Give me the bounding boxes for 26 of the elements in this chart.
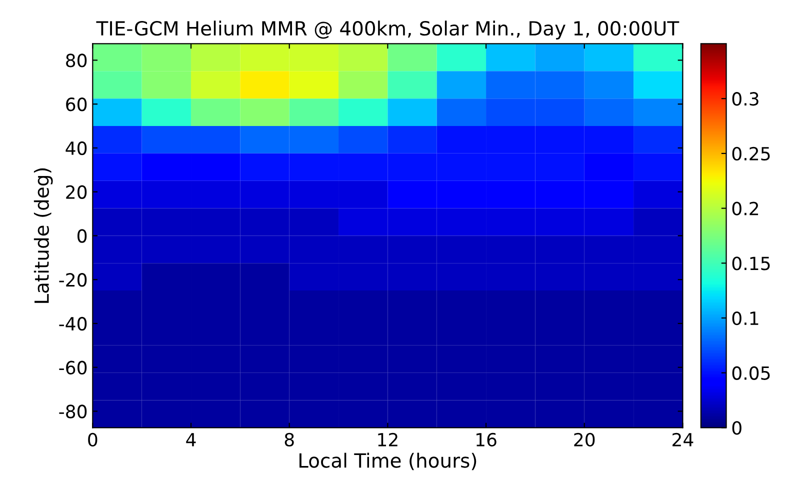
- y-tick-label: 60: [66, 98, 87, 112]
- y-tick-label: 0: [78, 229, 87, 243]
- y-tick-label: 40: [66, 141, 87, 156]
- color-bar-label: 0.25: [732, 146, 770, 161]
- x-tick-label: 8: [284, 432, 294, 447]
- y-axis-title: Latitude (deg): [34, 168, 53, 303]
- x-tick-label: 12: [378, 432, 398, 446]
- x-tick-label: 20: [574, 432, 595, 447]
- x-tick-label: 0: [88, 432, 98, 447]
- color-bar-label: 0.15: [732, 256, 770, 270]
- color-bar-label: 0.2: [732, 202, 758, 216]
- y-tick-label: -80: [59, 404, 87, 418]
- x-tick-label: 24: [672, 432, 694, 446]
- color-bar-label: 0.1: [732, 311, 758, 326]
- y-tick-label: -60: [59, 360, 87, 374]
- color-bar-label: 0.3: [732, 92, 758, 106]
- x-tick-label: 16: [476, 432, 496, 447]
- x-axis-title: Local Time (hours): [300, 452, 476, 470]
- chart-title: TIE-GCM Helium MMR @ 400km, Solar Min., Day 1, 00:00UT: [96, 20, 680, 40]
- x-tick-label: 4: [186, 433, 196, 446]
- y-tick-label: -40: [59, 316, 87, 331]
- y-tick-label: 80: [66, 54, 87, 68]
- color-bar-label: 0: [732, 421, 742, 435]
- y-tick-label: 20: [66, 185, 87, 199]
- y-tick-label: -20: [59, 273, 87, 287]
- color-bar-label: 0.05: [732, 366, 770, 380]
